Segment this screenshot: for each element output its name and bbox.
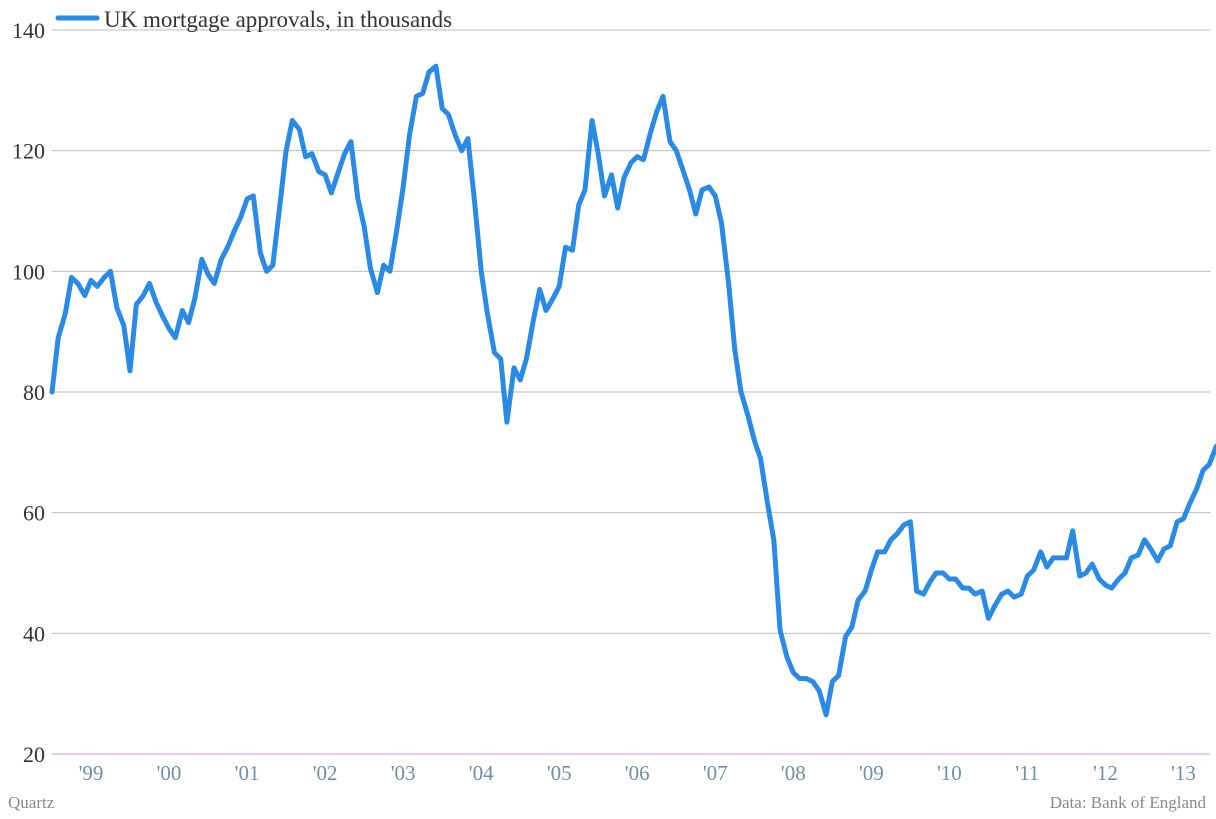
y-tick-label-140: 140 [12, 18, 45, 43]
series-line-uk-mortgage-approvals [49, 63, 1216, 718]
y-tick-label-120: 120 [12, 139, 45, 164]
x-tick-label-2004: '04 [469, 761, 494, 785]
x-tick-label-2003: '03 [391, 761, 416, 785]
x-tick-label-2012: '12 [1093, 761, 1118, 785]
x-tick-label-2013: '13 [1171, 761, 1196, 785]
x-tick-label-2005: '05 [547, 761, 572, 785]
x-tick-label-2007: '07 [703, 761, 728, 785]
legend-label-uk-mortgage-approvals: UK mortgage approvals, in thousands [104, 7, 452, 32]
x-tick-label-2001: '01 [235, 761, 260, 785]
y-tick-label-60: 60 [23, 501, 45, 526]
footer-source-left: Quartz [8, 793, 55, 812]
x-axis-tick-labels: '99 '00 '01 '02 '03 '04 '05 '06 '07 '08 '09 '10 '11 '… [79, 761, 1196, 785]
y-tick-label-100: 100 [12, 259, 45, 284]
x-tick-label-2011: '11 [1015, 761, 1039, 785]
x-tick-label-2000: '00 [157, 761, 182, 785]
x-tick-label-1999: '99 [79, 761, 104, 785]
y-tick-label-80: 80 [23, 380, 45, 405]
y-axis-tick-labels: 20 40 60 80 100 120 140 [12, 18, 45, 767]
legend: UK mortgage approvals, in thousands [55, 7, 452, 32]
gridlines [52, 29, 1210, 755]
x-tick-label-2010: '10 [937, 761, 962, 785]
y-tick-label-20: 20 [23, 742, 45, 767]
x-tick-label-2008: '08 [781, 761, 806, 785]
x-tick-label-2006: '06 [625, 761, 650, 785]
series-layer [49, 63, 1216, 718]
y-tick-label-40: 40 [23, 621, 45, 646]
x-tick-label-2002: '02 [313, 761, 338, 785]
x-tick-label-2009: '09 [859, 761, 884, 785]
footer-source-right: Data: Bank of England [1050, 793, 1207, 812]
